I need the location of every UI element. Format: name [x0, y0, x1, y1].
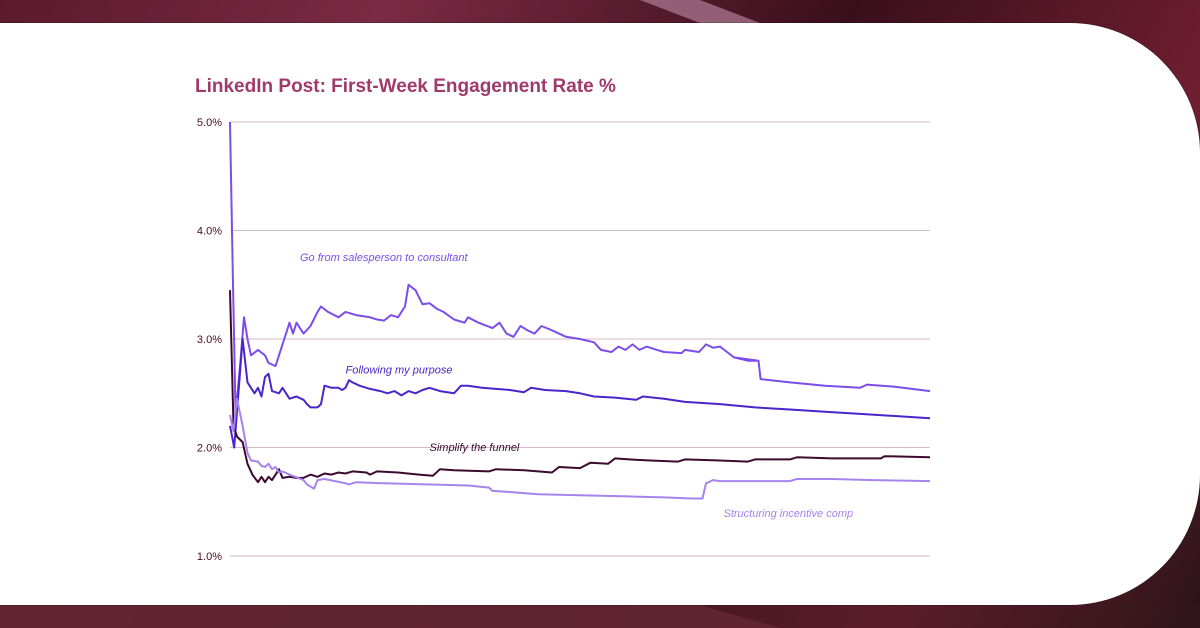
series-line-4 [229, 397, 931, 500]
series-line-1 [229, 121, 931, 416]
y-tick-label: 3.0% [197, 334, 222, 346]
y-tick-label: 4.0% [197, 226, 222, 238]
chart-title: LinkedIn Post: First-Week Engagement Rat… [195, 76, 616, 97]
chart-card [0, 23, 1200, 605]
y-tick-label: 1.0% [197, 551, 222, 563]
series-line-2 [229, 338, 931, 449]
series-label-3: Simplify the funnel [430, 442, 520, 454]
series-line-3 [229, 290, 931, 484]
series-label-1: Go from salesperson to consultant [300, 252, 468, 264]
series-lines [229, 121, 931, 500]
series-label-2: Following my purpose [346, 365, 453, 377]
series-label-4: Structuring incentive comp [724, 508, 854, 520]
gridlines [230, 121, 930, 557]
y-tick-label: 2.0% [197, 443, 222, 455]
y-tick-label: 5.0% [197, 117, 222, 129]
series-labels: Go from salesperson to consultant Followi… [300, 252, 853, 520]
y-axis-ticks: 1.0% 2.0% 3.0% 4.0% 5.0% [197, 117, 222, 563]
